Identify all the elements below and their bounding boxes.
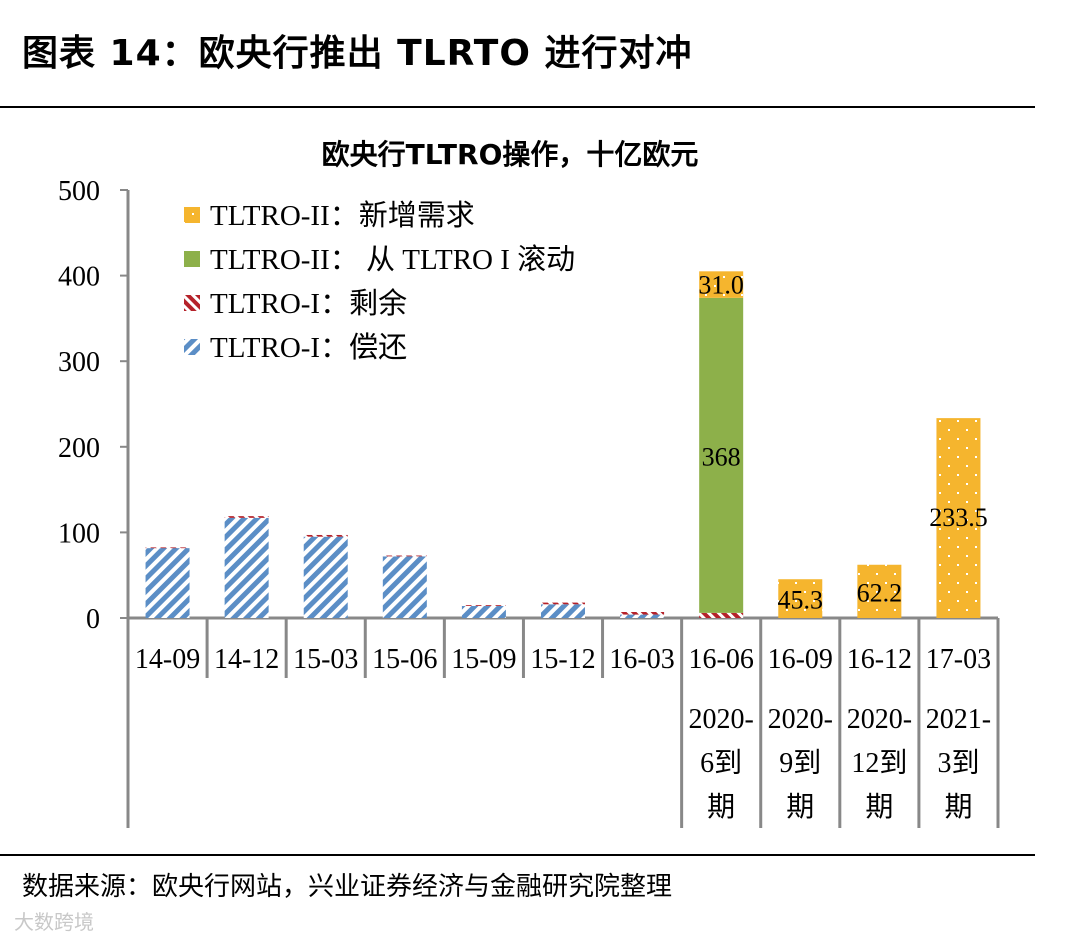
x-tick-label: 15-03 — [293, 644, 358, 675]
y-tick-label: 0 — [86, 604, 100, 635]
bar-new_demand — [778, 579, 823, 618]
bar-repaid — [224, 517, 269, 618]
bar-remaining — [224, 516, 269, 518]
x-sub-label: 2021-3到期 — [926, 704, 991, 823]
legend-swatch-new_demand — [184, 207, 200, 223]
legend-label-repaid: TLTRO-I：偿还 — [210, 331, 407, 364]
bar-remaining — [461, 605, 506, 607]
chart-title: 欧央行TLTRO操作，十亿欧元 — [322, 138, 699, 171]
x-tick-label: 15-09 — [451, 644, 516, 675]
bar-remaining — [699, 612, 744, 618]
bar-repaid — [620, 614, 665, 618]
x-tick-label: 14-12 — [214, 644, 279, 675]
chart: 欧央行TLTRO操作，十亿欧元 0 100 200 300 400 500 14-09 14-… — [58, 138, 1000, 828]
data-label: 45.3 — [778, 586, 824, 615]
bar-remaining — [145, 547, 190, 549]
x-tick-label: 16-03 — [609, 644, 674, 675]
data-label: 62.2 — [857, 578, 903, 607]
bar-rollover — [699, 297, 744, 613]
x-tick-label: 14-09 — [135, 644, 200, 675]
bar-repaid — [382, 556, 427, 618]
bar-repaid — [145, 547, 190, 618]
data-label: 233.5 — [929, 503, 988, 532]
bar-new_demand — [699, 271, 744, 298]
bar-remaining — [303, 534, 348, 537]
legend-swatch-rollover — [184, 251, 200, 267]
figure-title: 图表 14：欧央行推出 TLRTO 进行对冲 — [22, 33, 693, 74]
x-tick-label: 16-06 — [689, 644, 754, 675]
watermark: 大数跨境 — [14, 910, 94, 934]
source-note: 数据来源：欧央行网站，兴业证券经济与金融研究院整理 — [22, 872, 673, 902]
bottom-rule — [0, 854, 1035, 856]
y-tick-label: 100 — [58, 518, 100, 549]
legend-label-new_demand: TLTRO-II：新增需求 — [210, 199, 475, 232]
bar-repaid — [541, 604, 585, 618]
bar-new_demand — [936, 418, 981, 618]
x-tick-label: 16-09 — [768, 644, 833, 675]
x-sub-label: 2020-9到期 — [768, 704, 833, 823]
bar-remaining — [382, 555, 427, 557]
y-tick-label: 500 — [58, 176, 100, 207]
y-tick-label: 300 — [58, 347, 100, 378]
bar-new_demand — [857, 564, 902, 618]
x-tick-label: 15-06 — [372, 644, 437, 675]
legend-label-rollover: TLTRO-II： 从 TLTRO I 滚动 — [210, 243, 575, 276]
x-tick-label: 17-03 — [926, 644, 991, 675]
data-label: 31.0 — [698, 271, 744, 300]
bar-repaid — [303, 536, 348, 618]
top-rule — [0, 106, 1035, 108]
x-tick-label: 16-12 — [847, 644, 912, 675]
legend-swatch-repaid — [184, 339, 200, 355]
x-sub-label: 2020-6到期 — [689, 704, 754, 823]
y-tick-label: 200 — [58, 433, 100, 464]
bar-repaid — [461, 606, 506, 618]
bar-remaining — [620, 612, 665, 615]
x-sub-label: 2020-12到期 — [847, 704, 912, 823]
y-tick-label: 400 — [58, 262, 100, 293]
x-tick-label: 15-12 — [530, 644, 595, 675]
data-label: 368 — [702, 442, 741, 471]
bar-remaining — [541, 602, 585, 605]
legend-label-remaining: TLTRO-I：剩余 — [210, 287, 407, 320]
legend-swatch-remaining — [184, 295, 200, 311]
